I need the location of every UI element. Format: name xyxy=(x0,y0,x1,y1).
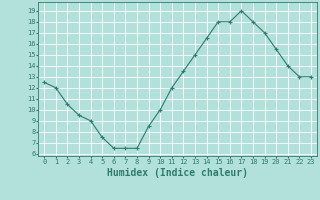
X-axis label: Humidex (Indice chaleur): Humidex (Indice chaleur) xyxy=(107,168,248,178)
